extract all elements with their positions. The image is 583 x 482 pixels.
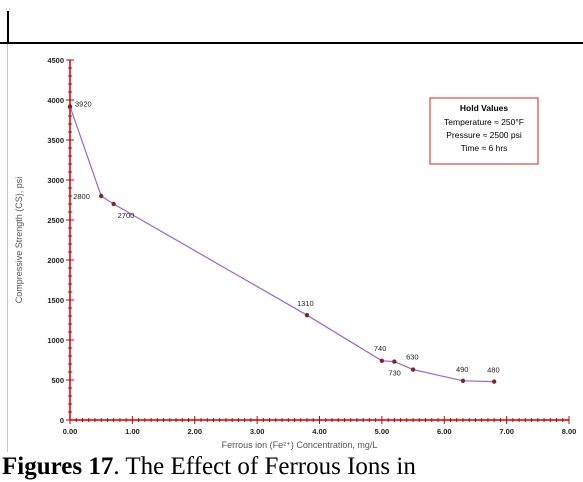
x-tick-label: 1.00: [125, 427, 140, 436]
hold-values-line-pressure: Pressure ≈ 2500 psi: [446, 130, 522, 140]
data-point-marker: [304, 313, 310, 318]
hold-values-box: Hold Values Temperature ≈ 250°F Pressure…: [429, 97, 539, 165]
figure-label: Figures 17: [2, 453, 114, 480]
data-point-marker: [67, 104, 73, 109]
y-tick-label: 4000: [47, 96, 64, 105]
x-tick-label: 2.00: [187, 427, 202, 436]
x-tick-label: 5.00: [375, 427, 390, 436]
y-tick-label: 1500: [47, 296, 64, 305]
x-tick-label: 3.00: [250, 427, 265, 436]
data-point-marker: [379, 358, 385, 363]
x-tick-label: 6.00: [437, 427, 452, 436]
hold-values-line-time: Time ≈ 6 hrs: [461, 143, 508, 153]
figure-caption-text: . The Effect of Ferrous Ions in: [113, 453, 416, 480]
data-label: 490: [456, 365, 469, 374]
data-label: 630: [406, 353, 419, 362]
data-point-marker: [491, 379, 497, 384]
data-point-marker: [98, 193, 104, 199]
y-tick-label: 0: [60, 416, 64, 425]
x-axis-title: Ferrous ion (Fe²⁺) Concentration, mg/L: [222, 440, 378, 450]
data-label: 2800: [73, 192, 90, 201]
y-tick-label: 2500: [47, 216, 64, 225]
y-tick-label: 1000: [47, 336, 64, 345]
header-frame: [0, 0, 583, 44]
x-tick-label: 4.00: [312, 427, 327, 436]
chart-frame: 0 500 1000 1500 2000 2500 3000 3500 4000 4500 0.0…: [7, 44, 583, 452]
x-tick-label: 7.00: [499, 427, 514, 436]
data-label: 2700: [118, 211, 135, 220]
data-label: 1310: [297, 299, 314, 308]
x-tick-label: 0.00: [63, 427, 78, 436]
data-point-marker: [392, 359, 397, 364]
figure-caption: Figures 17. The Effect of Ferrous Ions i…: [2, 452, 583, 482]
data-point-marker: [410, 367, 416, 372]
data-point-marker: [460, 378, 466, 383]
y-tick-label: 4500: [47, 56, 64, 65]
data-point-marker: [111, 201, 116, 207]
x-tick-label: 8.00: [562, 427, 577, 436]
y-tick-label: 3000: [47, 176, 64, 185]
hold-values-line-temperature: Temperature ≈ 250°F: [444, 117, 524, 127]
data-label: 730: [388, 369, 401, 378]
line-chart: 0 500 1000 1500 2000 2500 3000 3500 4000 4500 0.0…: [14, 56, 577, 450]
data-label: 740: [374, 344, 387, 353]
data-label: 3920: [75, 99, 92, 108]
y-tick-label: 2000: [47, 256, 64, 265]
hold-values-title: Hold Values: [460, 103, 508, 113]
y-tick-label: 500: [51, 376, 64, 385]
data-label: 480: [487, 366, 500, 375]
y-axis-title: Compressive Strength (CS), psi: [14, 177, 24, 304]
y-tick-label: 3500: [47, 136, 64, 145]
